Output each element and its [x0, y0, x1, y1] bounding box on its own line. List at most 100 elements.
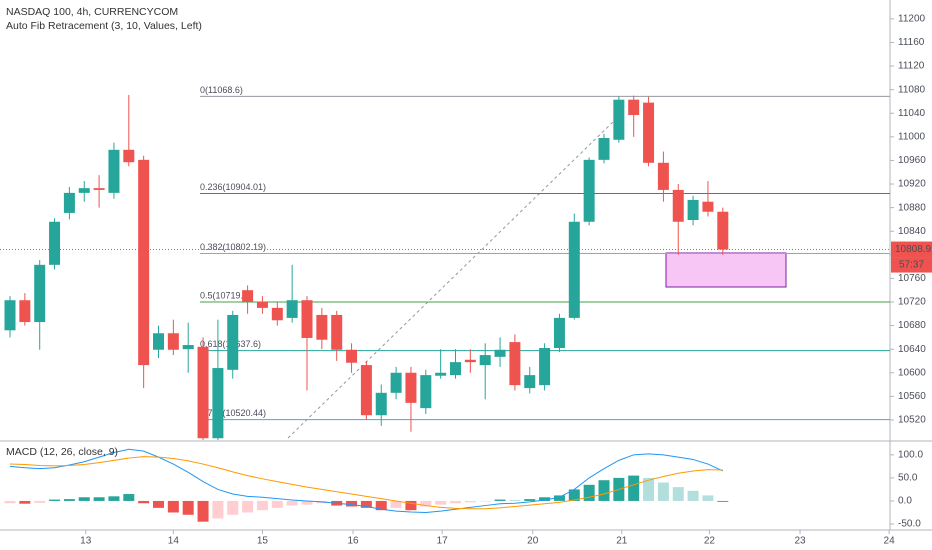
macd-histogram-bar	[539, 497, 551, 501]
x-tick-label: 14	[168, 536, 180, 547]
macd-y-tick-label: -50.0	[898, 519, 921, 530]
macd-histogram-bar	[212, 500, 224, 519]
macd-histogram-bar	[568, 489, 580, 501]
candle-body	[197, 346, 209, 439]
signal-line	[9, 456, 723, 510]
candle-body	[19, 300, 31, 323]
macd-histogram-bar	[271, 500, 283, 508]
candle-body	[34, 264, 46, 323]
candle-body	[212, 368, 224, 439]
chart-title: NASDAQ 100, 4h, CURRENCYCOM	[6, 6, 178, 18]
macd-histogram-bar	[494, 499, 506, 501]
macd-histogram-bar	[197, 500, 209, 522]
macd-histogram-bar	[524, 499, 536, 501]
macd-histogram-bar	[301, 500, 313, 505]
candle-body	[271, 307, 283, 321]
fib-trend-line	[287, 119, 616, 439]
candle-body	[435, 372, 447, 376]
highlight-box	[665, 252, 787, 288]
candle-body	[405, 372, 417, 403]
candle-body	[346, 349, 358, 363]
macd-histogram-bar	[405, 500, 417, 511]
macd-line	[9, 448, 724, 513]
macd-title: MACD (12, 26, close, 9)	[6, 446, 118, 458]
candle-body	[568, 221, 580, 318]
candle-body	[657, 162, 669, 190]
macd-histogram-bar	[420, 500, 432, 507]
x-tick-label: 16	[347, 536, 359, 547]
countdown-tag	[891, 257, 932, 273]
candle-body	[316, 314, 328, 340]
macd-histogram-bar	[153, 500, 164, 508]
y-tick-label: 10560	[898, 391, 926, 402]
last-price-tag	[891, 241, 932, 258]
macd-y-tick-label: 100.0	[898, 449, 923, 460]
countdown-label: 57:37	[899, 260, 924, 271]
candle-body	[464, 359, 476, 363]
candle-body	[153, 333, 164, 350]
y-tick-label: 10720	[898, 297, 926, 308]
macd-histogram-bar	[450, 500, 461, 504]
macd-histogram-bar	[375, 500, 387, 511]
candle-body	[301, 300, 313, 338]
x-tick-label: 15	[257, 536, 269, 547]
candle-body	[256, 301, 268, 308]
macd-histogram-bar	[19, 500, 31, 504]
candle-body	[390, 372, 402, 393]
macd-histogram-bar	[286, 500, 298, 506]
marks: 11200 11160 11120 11080 11040 11000 10960 10920…	[0, 14, 932, 547]
candle-body	[93, 188, 105, 190]
candle-body	[242, 290, 254, 302]
y-tick-label: 10640	[898, 344, 926, 355]
macd-histogram-bar	[464, 500, 476, 503]
candle-body	[4, 300, 16, 331]
macd-histogram-bar	[93, 497, 105, 501]
x-tick-label: 22	[704, 536, 716, 547]
candle-body	[286, 300, 298, 318]
fib-label: 0.786(10520.44)	[200, 408, 266, 418]
candle-body	[138, 159, 150, 366]
macd-histogram-bar	[435, 500, 447, 505]
macd-histogram-bar	[583, 484, 595, 501]
candle-body	[123, 149, 135, 163]
macd-histogram-bar	[553, 495, 565, 501]
macd-histogram-bar	[63, 499, 75, 501]
candle-body	[479, 355, 491, 366]
candle-body	[672, 189, 684, 222]
macd-histogram-bar	[49, 499, 61, 501]
candle-body	[167, 333, 179, 350]
candle-body	[524, 375, 536, 389]
candle-body	[628, 99, 640, 116]
macd-histogram-bar	[227, 500, 239, 515]
y-tick-label: 10520	[898, 415, 926, 426]
candle-body	[553, 317, 565, 348]
macd-histogram-bar	[4, 500, 16, 504]
macd-histogram-bar	[242, 500, 254, 513]
candle-body	[702, 201, 714, 212]
macd-histogram-bar	[717, 500, 729, 502]
macd-histogram-bar	[256, 500, 268, 511]
x-tick-label: 13	[80, 536, 92, 547]
fib-label: 0(11068.6)	[200, 85, 243, 95]
macd-histogram-bar	[643, 477, 655, 501]
candle-body	[509, 342, 521, 386]
macd-histogram-bar	[509, 500, 521, 501]
candle-body	[49, 221, 61, 265]
candle-body	[108, 149, 120, 193]
macd-histogram-bar	[34, 500, 46, 503]
macd-histogram-bar	[167, 500, 179, 513]
macd-histogram-bar	[182, 500, 194, 515]
candle-body	[583, 159, 595, 222]
x-tick-label: 17	[437, 536, 449, 547]
candle-body	[375, 392, 387, 416]
candle-body	[331, 314, 343, 350]
y-tick-label: 11040	[898, 108, 926, 119]
y-tick-label: 11080	[898, 84, 926, 95]
candle-body	[613, 99, 625, 140]
indicator-title: Auto Fib Retracement (3, 10, Values, Lef…	[6, 20, 202, 32]
candle-body	[63, 192, 75, 213]
macd-histogram-bar	[360, 500, 372, 508]
fib-label: 0.382(10802.19)	[200, 242, 266, 252]
macd-histogram-bar	[657, 482, 669, 501]
y-tick-label: 10760	[898, 273, 926, 284]
